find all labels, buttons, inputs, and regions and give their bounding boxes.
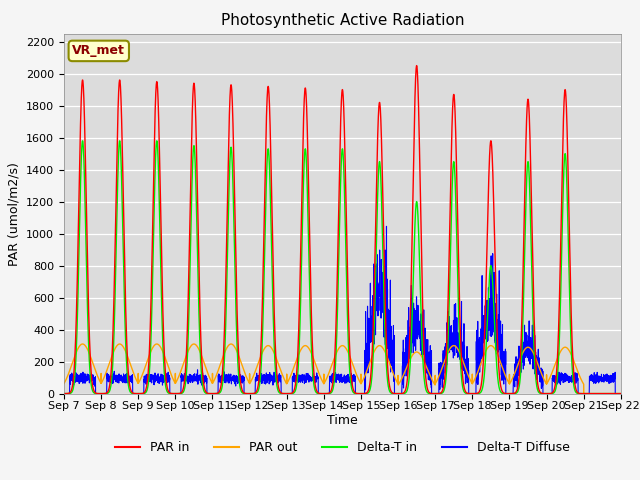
Legend: PAR in, PAR out, Delta-T in, Delta-T Diffuse: PAR in, PAR out, Delta-T in, Delta-T Dif… [109,436,575,459]
PAR out [160,352,168,358]
PAR in [436,390,444,396]
PAR in [60,391,68,396]
PAR in [616,391,624,396]
Delta-T in [499,391,507,396]
PAR out [60,381,68,386]
Delta-T Diffuse [160,373,168,379]
Text: VR_met: VR_met [72,44,125,58]
Delta-T Diffuse [617,391,625,396]
PAR out [617,391,625,396]
Line: PAR out: PAR out [64,344,621,394]
PAR out [580,391,588,396]
Delta-T in [617,391,625,396]
Line: PAR in: PAR in [64,66,621,394]
PAR in [580,391,588,396]
Delta-T in [616,391,624,396]
Delta-T Diffuse [436,382,444,387]
Delta-T Diffuse [383,223,390,229]
PAR out [79,341,86,347]
Delta-T in [79,138,86,144]
Delta-T in [580,391,588,396]
PAR in [617,391,625,396]
Title: Photosynthetic Active Radiation: Photosynthetic Active Radiation [221,13,464,28]
PAR in [160,344,168,349]
Delta-T in [160,368,168,374]
PAR out [322,378,330,384]
Delta-T Diffuse [322,391,330,396]
Delta-T in [60,391,68,396]
Y-axis label: PAR (umol/m2/s): PAR (umol/m2/s) [8,162,20,265]
PAR in [467,391,475,396]
Delta-T in [467,391,475,396]
Line: Delta-T Diffuse: Delta-T Diffuse [64,226,621,394]
Delta-T Diffuse [499,358,507,364]
X-axis label: Time: Time [327,414,358,427]
PAR in [413,63,420,69]
PAR in [499,389,507,395]
Line: Delta-T in: Delta-T in [64,141,621,394]
PAR out [499,366,507,372]
Delta-T in [322,391,330,396]
PAR out [436,370,444,375]
Delta-T Diffuse [467,391,475,396]
Delta-T in [436,391,444,396]
Delta-T Diffuse [60,391,68,396]
Delta-T Diffuse [616,391,624,396]
PAR in [322,391,330,396]
PAR out [616,391,624,396]
PAR out [467,379,475,384]
